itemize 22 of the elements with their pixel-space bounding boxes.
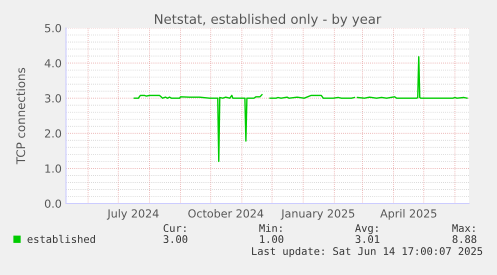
y-axis-title: TCP connections (16, 68, 26, 164)
text: 3.00 (164, 235, 188, 244)
x-tick-label: October 2024 (188, 209, 264, 218)
y-tick-label: 2.0 (44, 129, 62, 138)
x-tick-label: January 2025 (280, 209, 354, 220)
text: Max: (452, 224, 474, 232)
text: Cur: (164, 224, 186, 232)
y-tick-label: 5.0 (45, 24, 62, 32)
y-tick-label: 4.0 (44, 59, 62, 68)
x-tick-label: July 2024 (106, 209, 159, 220)
text: Last update: Sat Jun 14 17:00:07 2025 (252, 246, 482, 258)
x-tick-label: April 2025 (380, 209, 436, 220)
text: Avg: (355, 224, 378, 234)
text: Min: (259, 224, 282, 232)
legend-label: established (28, 234, 95, 244)
y-tick-label: 0.0 (44, 199, 62, 208)
y-tick-label: 1.0 (45, 164, 62, 173)
text: 1.00 (260, 235, 284, 244)
text: 3.01 (356, 235, 380, 244)
y-tick-label: 3.0 (45, 94, 62, 103)
text: 8.88 (452, 235, 476, 244)
chart-title: Netstat, established only - by year (154, 14, 382, 27)
